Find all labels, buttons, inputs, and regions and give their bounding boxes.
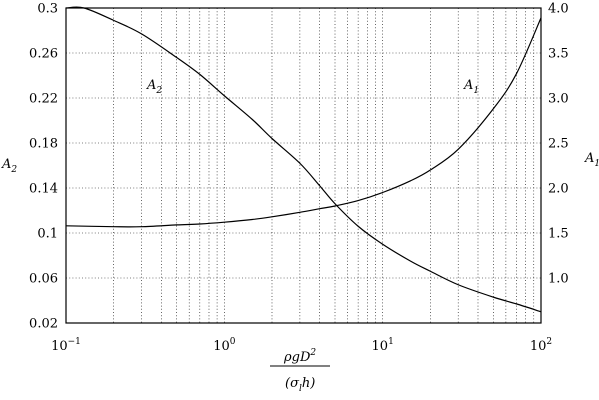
x-tick-label: 101 bbox=[372, 337, 394, 354]
y-right-tick-label: 4.0 bbox=[548, 2, 569, 17]
y-right-tick-label: 1.5 bbox=[548, 227, 569, 242]
y-right-tick-label: 1.0 bbox=[548, 272, 569, 287]
y-right-tick-label: 2.5 bbox=[548, 137, 569, 152]
y-left-tick-label: 0.14 bbox=[29, 182, 58, 197]
series-line-a2 bbox=[65, 6, 542, 313]
x-tick-label: 100 bbox=[213, 337, 236, 354]
y-right-tick-label: 3.5 bbox=[548, 47, 569, 62]
curves bbox=[65, 6, 542, 313]
y-axis-label-right: A1 bbox=[584, 151, 599, 169]
x-tick-label: 102 bbox=[530, 337, 552, 354]
x-tick-label: 10−1 bbox=[51, 337, 81, 354]
y-left-tick-label: 0.3 bbox=[37, 2, 58, 17]
series-label-a2: A2 bbox=[146, 78, 162, 96]
y-right-tick-label: 3.0 bbox=[548, 92, 569, 107]
y-right-tick-label: 2.0 bbox=[548, 182, 569, 197]
y-left-tick-label: 0.26 bbox=[29, 47, 58, 62]
series-line-a1 bbox=[65, 17, 542, 228]
tick-labels: 0.3 0.26 0.22 0.18 0.14 0.1 0.06 0.02 4.0 3.5 3.0 2… bbox=[29, 2, 569, 355]
y-left-tick-label: 0.18 bbox=[29, 137, 58, 152]
y-left-tick-label: 0.1 bbox=[37, 227, 58, 242]
y-axis-label-left: A2 bbox=[1, 157, 17, 175]
x-axis-label-denominator: (σlh) bbox=[285, 376, 315, 394]
x-axis-label-numerator: ρgD2 bbox=[283, 348, 316, 365]
series-label-a1: A1 bbox=[463, 78, 479, 96]
y-left-tick-label: 0.22 bbox=[29, 92, 58, 107]
grid-lines bbox=[66, 8, 541, 323]
y-left-tick-label: 0.02 bbox=[29, 317, 58, 332]
plot-frame bbox=[65, 7, 542, 324]
x-axis-label: ρgD2 (σlh) bbox=[270, 348, 330, 394]
y-left-tick-label: 0.06 bbox=[29, 272, 58, 287]
